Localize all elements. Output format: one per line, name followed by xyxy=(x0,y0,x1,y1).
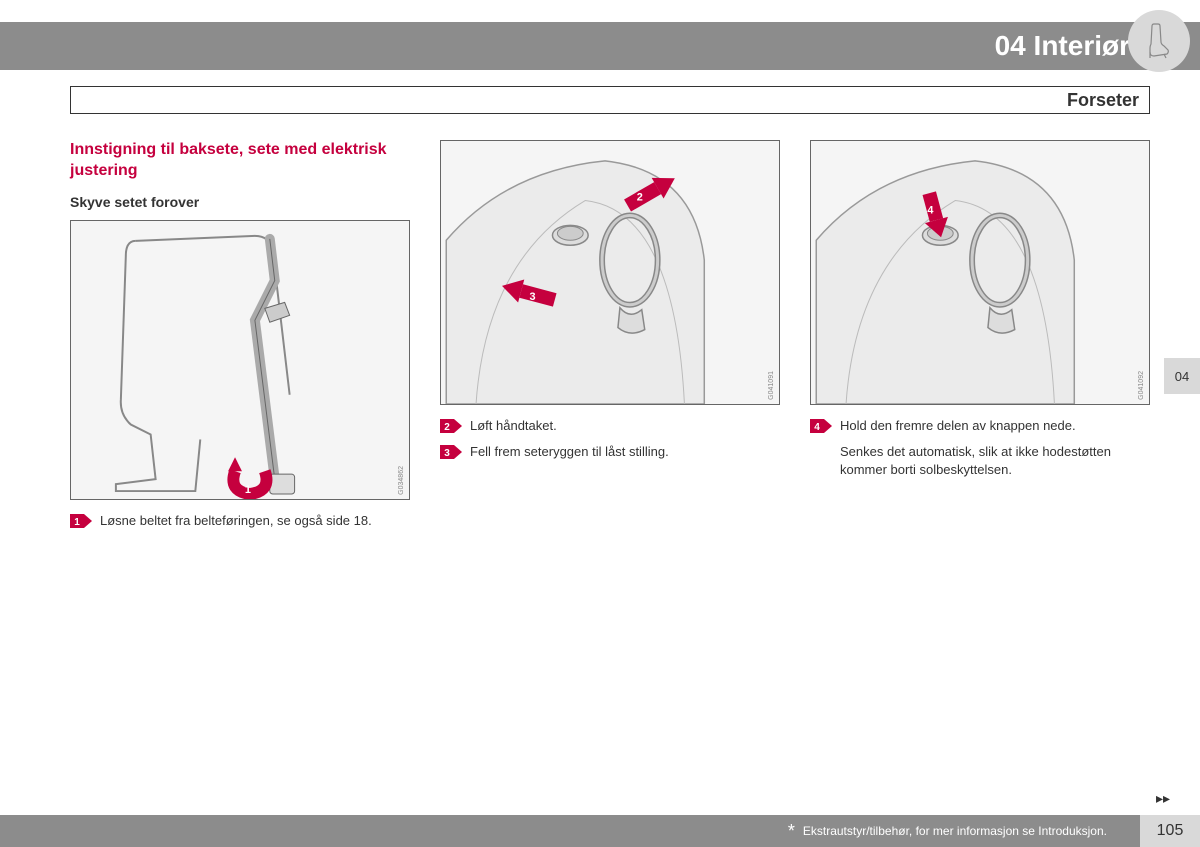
diagram-handle: 2 3 G041091 xyxy=(440,140,780,405)
svg-text:4: 4 xyxy=(927,204,933,216)
step-1-text: Løsne beltet fra belteføringen, se også … xyxy=(100,512,372,530)
step-3-marker: 3 xyxy=(440,444,462,460)
subheader-band: Forseter xyxy=(70,86,1150,114)
continue-arrows-icon: ▸▸ xyxy=(1156,790,1170,807)
chapter-title: 04 Interiør xyxy=(995,30,1130,62)
step-2-row: 2 Løft håndtaket. xyxy=(440,417,780,435)
page-number: 105 xyxy=(1157,822,1184,840)
step-4-marker: 4 xyxy=(810,418,832,434)
column-1: Innstigning til baksete, sete med elektr… xyxy=(70,140,410,538)
svg-text:1: 1 xyxy=(74,517,80,528)
diagram-seatbelt: 1 G034862 xyxy=(70,220,410,500)
svg-text:2: 2 xyxy=(637,192,643,204)
step-3-text: Fell frem seteryggen til låst stilling. xyxy=(470,443,669,461)
side-tab: 04 xyxy=(1164,358,1200,394)
button-illustration: 4 xyxy=(811,141,1149,404)
step-4-text: Hold den fremre delen av knappen nede. xyxy=(840,417,1076,435)
column-3: 4 G041092 4 Hold den fremre delen av kna… xyxy=(810,140,1150,538)
svg-text:2: 2 xyxy=(444,422,450,433)
image-id-1: G034862 xyxy=(398,466,405,495)
header-band: 04 Interiør xyxy=(0,22,1200,70)
seatbelt-illustration: 1 xyxy=(71,221,409,499)
step-1-row: 1 Løsne beltet fra belteføringen, se ogs… xyxy=(70,512,410,530)
column-2: 2 3 G041091 2 Løft håndtaket. xyxy=(440,140,780,538)
content-area: Innstigning til baksete, sete med elektr… xyxy=(70,140,1150,538)
step-1-marker: 1 xyxy=(70,513,92,529)
footer-text: Ekstrautstyr/tilbehør, for mer informasj… xyxy=(803,824,1107,838)
step-3-row: 3 Fell frem seteryggen til låst stilling… xyxy=(440,443,780,461)
image-id-2: G041091 xyxy=(768,371,775,400)
handle-illustration: 2 3 xyxy=(441,141,779,404)
sub-heading: Skyve setet forover xyxy=(70,194,410,210)
seat-icon xyxy=(1144,22,1174,60)
step-4-row: 4 Hold den fremre delen av knappen nede. xyxy=(810,417,1150,435)
svg-text:4: 4 xyxy=(814,422,820,433)
step-2-text: Løft håndtaket. xyxy=(470,417,557,435)
diagram-button: 4 G041092 xyxy=(810,140,1150,405)
chapter-icon-circle xyxy=(1128,10,1190,72)
svg-text:3: 3 xyxy=(530,291,536,303)
side-tab-label: 04 xyxy=(1175,369,1189,384)
footer-asterisk: * xyxy=(788,821,795,842)
page-number-box: 105 xyxy=(1140,815,1200,847)
step-4b-text: Senkes det automatisk, slik at ikke hode… xyxy=(840,443,1150,479)
section-heading: Innstigning til baksete, sete med elektr… xyxy=(70,140,410,182)
footer-band: * Ekstrautstyr/tilbehør, for mer informa… xyxy=(0,815,1200,847)
svg-text:3: 3 xyxy=(444,448,450,459)
section-title: Forseter xyxy=(1067,90,1139,111)
step-2-marker: 2 xyxy=(440,418,462,434)
svg-text:1: 1 xyxy=(245,484,251,496)
image-id-3: G041092 xyxy=(1138,371,1145,400)
